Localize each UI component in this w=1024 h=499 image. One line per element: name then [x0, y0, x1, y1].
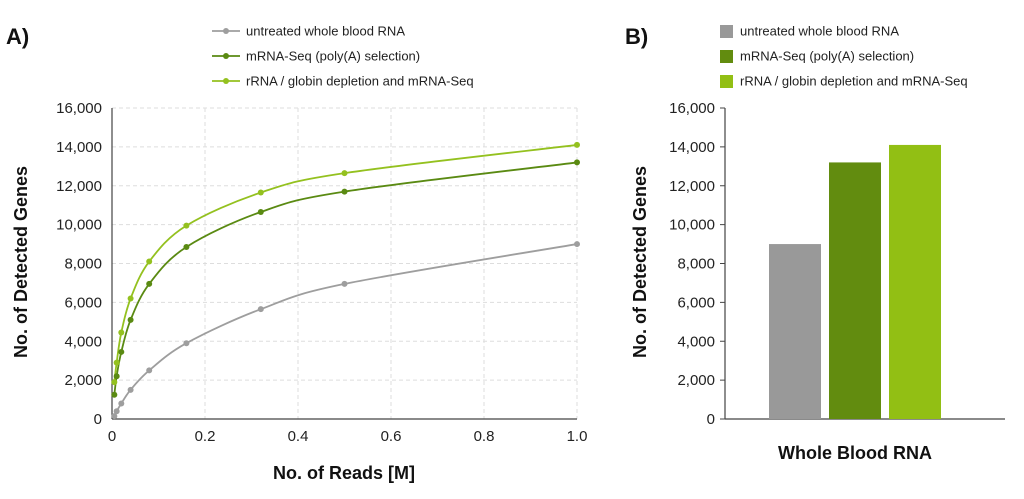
- panel-a-label: A): [6, 24, 29, 49]
- data-point: [118, 400, 125, 407]
- legend-label: rRNA / globin depletion and mRNA-Seq: [246, 74, 474, 89]
- bar: [769, 244, 821, 419]
- data-point: [118, 348, 125, 355]
- y-tick-label: 14,000: [669, 139, 715, 156]
- data-point: [118, 329, 125, 336]
- legend-swatch: [720, 50, 733, 63]
- data-point: [113, 373, 120, 380]
- data-point: [146, 367, 153, 374]
- y-tick-label: 10,000: [669, 217, 715, 234]
- x-tick-label: 0: [108, 428, 116, 445]
- y-tick-label: 6,000: [64, 294, 102, 311]
- line-chart: 0 2,000 4,000 6,000 8,000 10,000 12,000 14,000 1…: [11, 24, 587, 484]
- y-tick-label: 8,000: [64, 256, 102, 273]
- data-point: [341, 170, 348, 177]
- legend-swatch: [720, 75, 733, 88]
- data-point: [127, 295, 134, 302]
- series-line: [113, 144, 578, 383]
- legend-marker: [223, 53, 229, 59]
- legend: untreated whole blood RNA mRNA-Seq (poly(…: [720, 24, 968, 89]
- x-tick-labels: 0 0.2 0.4 0.6 0.8 1.0: [108, 428, 588, 445]
- data-point: [257, 306, 264, 313]
- y-axis-title: No. of Detected Genes: [630, 166, 650, 358]
- bar-chart: 0 2,000 4,000 6,000 8,000 10,000 12,000 14,000 1…: [630, 24, 1005, 463]
- y-tick-label: 0: [94, 411, 102, 428]
- legend-label: mRNA-Seq (poly(A) selection): [246, 49, 420, 64]
- panel-b-label: B): [625, 24, 648, 49]
- x-tick-label: 0.4: [288, 428, 309, 445]
- bars: [769, 144, 941, 420]
- legend-swatch: [720, 25, 733, 38]
- y-tick-labels: 0 2,000 4,000 6,000 8,000 10,000 12,000 14,000 1…: [56, 100, 102, 428]
- data-point: [257, 208, 264, 215]
- data-point: [257, 189, 264, 196]
- data-point: [574, 241, 580, 248]
- data-point: [574, 141, 580, 148]
- grid-lines: [112, 107, 578, 419]
- series-line: [113, 243, 578, 417]
- bar: [829, 162, 881, 420]
- y-tick-label: 12,000: [669, 178, 715, 195]
- x-axis-title: No. of Reads [M]: [273, 463, 415, 483]
- series-points: [111, 141, 580, 420]
- axes: [111, 108, 577, 420]
- y-tick-label: 14,000: [56, 139, 102, 156]
- data-point: [183, 340, 190, 347]
- y-tick-label: 4,000: [64, 333, 102, 350]
- legend-label: untreated whole blood RNA: [740, 24, 899, 39]
- y-axis-title: No. of Detected Genes: [11, 166, 31, 358]
- series-line: [113, 161, 578, 395]
- data-point: [127, 316, 134, 323]
- data-point: [146, 258, 153, 265]
- data-point: [111, 391, 118, 398]
- data-point: [111, 379, 118, 386]
- legend-label: rRNA / globin depletion and mRNA-Seq: [740, 74, 968, 89]
- legend-label: untreated whole blood RNA: [246, 24, 405, 39]
- y-tick-label: 12,000: [56, 178, 102, 195]
- legend-marker: [223, 28, 229, 34]
- legend-label: mRNA-Seq (poly(A) selection): [740, 49, 914, 64]
- y-tick-label: 0: [707, 411, 715, 428]
- legend-marker: [223, 78, 229, 84]
- y-tick-label: 16,000: [669, 100, 715, 117]
- data-point: [341, 280, 348, 287]
- y-tick-label: 6,000: [677, 294, 715, 311]
- y-tick-label: 8,000: [677, 256, 715, 273]
- data-point: [113, 408, 120, 415]
- data-point: [183, 243, 190, 250]
- bar: [889, 144, 941, 419]
- x-tick-label: 1.0: [567, 428, 588, 445]
- data-point: [183, 222, 190, 229]
- x-tick-label: 0.8: [474, 428, 495, 445]
- y-tick-label: 4,000: [677, 333, 715, 350]
- legend: untreated whole blood RNA mRNA-Seq (poly(…: [212, 24, 474, 89]
- y-tick-label: 2,000: [677, 372, 715, 389]
- x-axis-title: Whole Blood RNA: [778, 443, 932, 463]
- data-point: [111, 413, 118, 420]
- data-point: [341, 188, 348, 195]
- y-tick-label: 10,000: [56, 217, 102, 234]
- data-point: [146, 280, 153, 287]
- y-tick-label: 16,000: [56, 100, 102, 117]
- x-tick-label: 0.2: [195, 428, 216, 445]
- y-tick-label: 2,000: [64, 372, 102, 389]
- y-tick-labels: 0 2,000 4,000 6,000 8,000 10,000 12,000 14,000 1…: [669, 100, 725, 428]
- data-point: [113, 359, 120, 366]
- data-point: [574, 159, 580, 166]
- data-point: [127, 386, 134, 393]
- x-tick-label: 0.6: [381, 428, 402, 445]
